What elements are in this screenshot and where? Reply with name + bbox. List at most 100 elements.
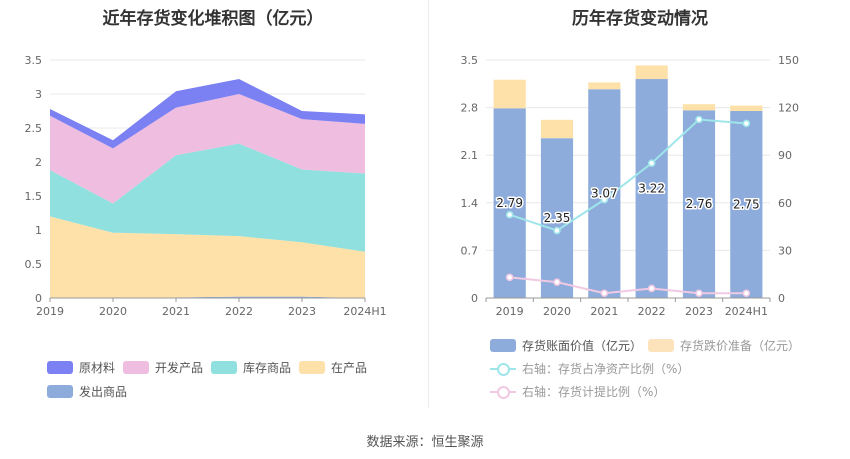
bar-segment xyxy=(730,105,763,111)
x-tick-label: 2024H1 xyxy=(343,305,386,318)
left-legend-item[interactable]: 发出商品 xyxy=(47,383,127,400)
line-point xyxy=(505,210,514,219)
legend-line-marker xyxy=(490,385,516,399)
line-series xyxy=(509,276,747,295)
legend-label: 库存商品 xyxy=(243,361,292,375)
y-tick-label: 1.5 xyxy=(25,190,43,203)
legend-swatch xyxy=(648,339,674,352)
legend-label: 存货跌价准备（亿元） xyxy=(680,339,801,353)
y-tick-label: 3 xyxy=(35,88,42,101)
legend-swatch xyxy=(47,361,73,374)
left-legend-item[interactable]: 库存商品 xyxy=(211,359,291,376)
x-tick-label: 2020 xyxy=(99,305,127,318)
right-chart-title: 历年存货变动情况 xyxy=(572,9,708,29)
line-point xyxy=(600,289,609,298)
legend-swatch xyxy=(299,361,325,374)
bar-segment xyxy=(588,89,621,299)
y-tick-label: 2.1 xyxy=(461,149,479,162)
line-point xyxy=(553,226,561,235)
legend-swatch xyxy=(47,385,73,398)
line-point xyxy=(742,119,751,128)
line-point xyxy=(505,273,514,282)
right-legend-item[interactable]: 存货跌价准备（亿元） xyxy=(648,337,800,354)
bar-value-label: 2.79 xyxy=(496,196,523,210)
legend-label: 右轴：存货计提比例（%） xyxy=(522,385,666,399)
y2-tick-label: 0 xyxy=(778,292,785,305)
line-point xyxy=(647,284,656,293)
y-tick-label: 2.8 xyxy=(461,102,479,115)
line-point xyxy=(647,159,656,167)
bar-segment xyxy=(730,111,763,298)
y-tick-label: 1.4 xyxy=(461,197,479,210)
area-库存商品 xyxy=(50,143,365,252)
right-legend-item[interactable]: 右轴：存货计提比例（%） xyxy=(490,383,665,400)
x-tick-label: 2019 xyxy=(36,305,64,318)
legend-swatch xyxy=(211,361,237,374)
legend-label: 在产品 xyxy=(331,361,368,375)
y-tick-label: 0 xyxy=(471,292,478,305)
bar-segment xyxy=(493,79,526,109)
y2-tick-label: 120 xyxy=(778,102,799,115)
bar-segment xyxy=(493,108,526,298)
data-source-note: 数据来源：恒生聚源 xyxy=(366,435,484,450)
bar-segment xyxy=(635,79,668,298)
legend-label: 原材料 xyxy=(79,361,116,375)
y2-tick-label: 90 xyxy=(778,149,792,162)
bar-value-label: 2.35 xyxy=(544,211,571,225)
y-tick-label: 0.7 xyxy=(461,244,479,257)
y-tick-label: 0.5 xyxy=(25,258,43,271)
legend-label: 存货账面价值（亿元） xyxy=(522,339,643,353)
y2-tick-label: 30 xyxy=(778,244,792,257)
legend-label: 右轴：存货占净资产比例（%） xyxy=(522,362,690,376)
panel-divider xyxy=(428,0,429,408)
line-point xyxy=(600,195,609,204)
x-tick-label: 2022 xyxy=(225,305,253,318)
x-tick-label: 2019 xyxy=(496,305,524,318)
x-tick-label: 2023 xyxy=(685,305,713,318)
y-tick-label: 3.5 xyxy=(461,54,479,67)
y-tick-label: 1 xyxy=(35,224,42,237)
bar-segment xyxy=(540,119,574,139)
x-tick-label: 2020 xyxy=(543,305,571,318)
y-tick-label: 2 xyxy=(35,156,42,169)
bar-segment xyxy=(540,138,574,298)
x-tick-label: 2021 xyxy=(590,305,618,318)
line-series xyxy=(509,118,747,232)
x-tick-label: 2024H1 xyxy=(725,305,768,318)
line-point xyxy=(695,115,703,124)
area-开发产品 xyxy=(50,94,365,204)
legend-swatch xyxy=(123,361,149,374)
y-tick-label: 0 xyxy=(35,292,42,305)
right-legend-item[interactable]: 存货账面价值（亿元） xyxy=(490,337,642,354)
line-point xyxy=(695,289,703,298)
bar-segment xyxy=(635,65,668,80)
bar-segment xyxy=(682,104,716,111)
right-bar-line-chart: 0 0 0.7 30 1.4 60 2.1 90 2.8 120 3.5 150 2.79 2.35 3.0… xyxy=(461,54,800,318)
legend-line-marker xyxy=(490,362,516,376)
y2-tick-label: 60 xyxy=(778,197,792,210)
y-tick-label: 2.5 xyxy=(25,122,43,135)
left-legend-item[interactable]: 开发产品 xyxy=(123,359,203,376)
legend-swatch xyxy=(490,339,516,352)
legend-label: 发出商品 xyxy=(79,385,128,399)
right-legend-item[interactable]: 右轴：存货占净资产比例（%） xyxy=(490,360,689,377)
bar-value-label: 2.75 xyxy=(733,198,760,212)
left-chart-title: 近年存货变化堆积图（亿元） xyxy=(102,9,324,29)
left-legend-item[interactable]: 原材料 xyxy=(47,359,115,376)
bar-value-label: 3.07 xyxy=(591,187,618,201)
bar-segment xyxy=(682,110,716,298)
y2-tick-label: 150 xyxy=(778,54,799,67)
line-point xyxy=(553,278,561,286)
y-tick-label: 3.5 xyxy=(25,54,43,67)
x-tick-label: 2023 xyxy=(288,305,316,318)
line-point xyxy=(742,289,751,298)
x-tick-label: 2021 xyxy=(162,305,190,318)
bar-value-label: 2.76 xyxy=(686,197,713,211)
left-stacked-area-chart: 0 0.5 1 1.5 2 2.5 3 3.5 2019 2020 2021 2022 2023 2024… xyxy=(25,54,387,318)
legend-label: 开发产品 xyxy=(155,361,204,375)
left-legend-item[interactable]: 在产品 xyxy=(299,359,367,376)
area-原材料 xyxy=(50,79,365,149)
bar-segment xyxy=(588,82,621,90)
x-tick-label: 2022 xyxy=(638,305,666,318)
area-在产品 xyxy=(50,216,365,298)
